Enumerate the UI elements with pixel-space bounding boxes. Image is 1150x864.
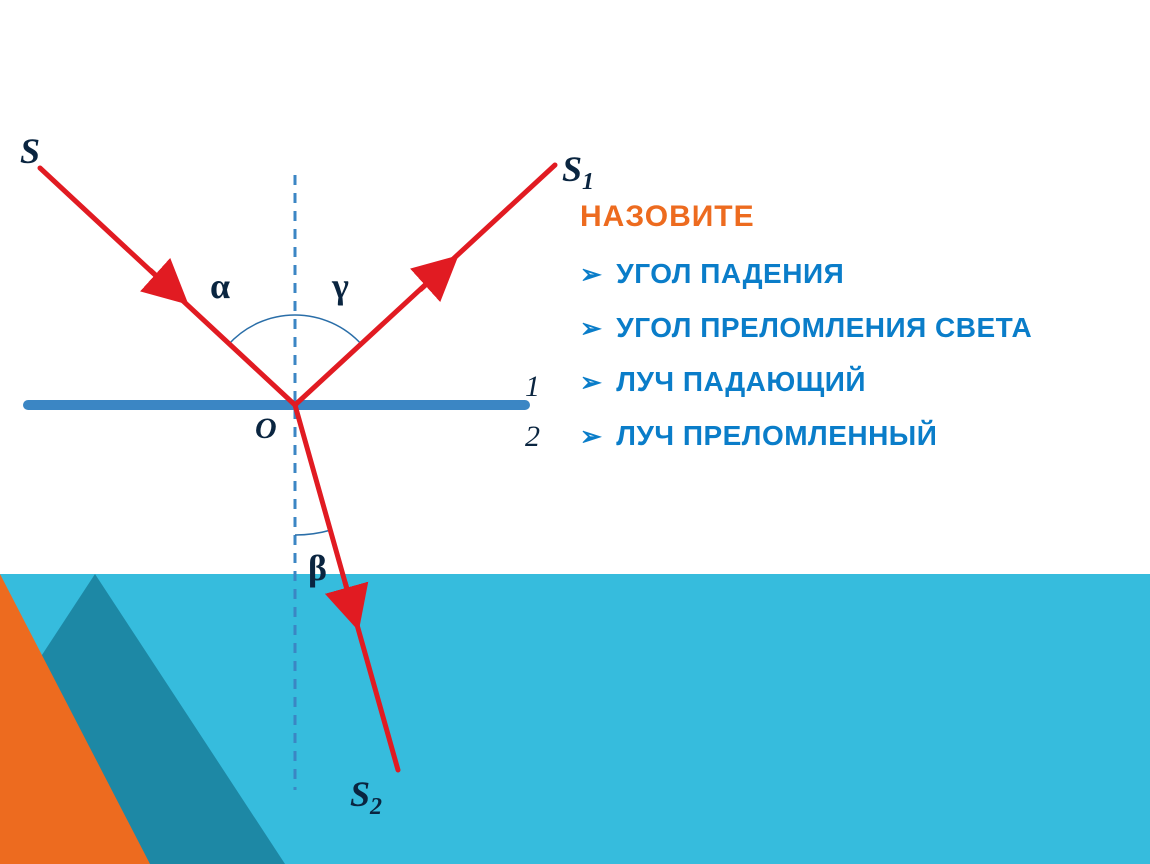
- bullet-list: ➢ УГОЛ ПАДЕНИЯ ➢ УГОЛ ПРЕЛОМЛЕНИЯ СВЕТА …: [580, 258, 1120, 452]
- chevron-icon: ➢: [580, 423, 602, 449]
- list-item: ➢ ЛУЧ ПАДАЮЩИЙ: [580, 366, 1120, 398]
- list-item: ➢ УГОЛ ПРЕЛОМЛЕНИЯ СВЕТА: [580, 312, 1120, 344]
- list-item: ➢ УГОЛ ПАДЕНИЯ: [580, 258, 1120, 290]
- arc-gamma: [295, 315, 362, 345]
- bullet-text: УГОЛ ПАДЕНИЯ: [616, 258, 844, 290]
- panel-title: НАЗОВИТЕ: [580, 200, 1120, 234]
- list-item: ➢ ЛУЧ ПРЕЛОМЛЕННЫЙ: [580, 420, 1120, 452]
- bullet-text: ЛУЧ ПРЕЛОМЛЕННЫЙ: [616, 420, 937, 452]
- bullet-text: УГОЛ ПРЕЛОМЛЕНИЯ СВЕТА: [616, 312, 1032, 344]
- label-beta: β: [308, 547, 327, 589]
- label-S-text: S: [20, 131, 40, 171]
- label-origin: O: [255, 412, 277, 446]
- label-S: S: [20, 130, 40, 172]
- ray-reflected-arrow: [420, 272, 440, 290]
- arc-alpha: [228, 315, 295, 345]
- label-S1: S1: [562, 148, 594, 196]
- bullet-text: ЛУЧ ПАДАЮЩИЙ: [616, 366, 866, 398]
- label-alpha: α: [210, 265, 230, 307]
- ray-incident-arrow: [150, 270, 170, 288]
- label-gamma: γ: [332, 265, 349, 307]
- label-medium-2: 2: [525, 420, 540, 454]
- arc-beta: [295, 530, 331, 535]
- label-S2: S2: [350, 773, 382, 821]
- chevron-icon: ➢: [580, 369, 602, 395]
- chevron-icon: ➢: [580, 315, 602, 341]
- ray-refracted-arrow: [345, 582, 352, 607]
- chevron-icon: ➢: [580, 261, 602, 287]
- label-medium-1: 1: [525, 370, 540, 404]
- text-panel: НАЗОВИТЕ ➢ УГОЛ ПАДЕНИЯ ➢ УГОЛ ПРЕЛОМЛЕН…: [580, 200, 1120, 474]
